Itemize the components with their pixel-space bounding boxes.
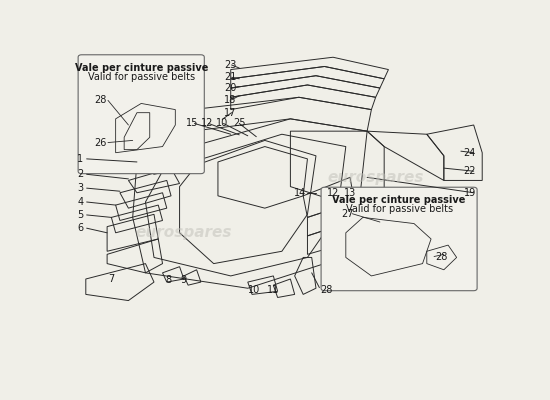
Text: 10: 10 <box>248 285 260 295</box>
Text: 17: 17 <box>224 108 236 118</box>
Text: 23: 23 <box>224 60 236 70</box>
Text: 26: 26 <box>95 138 107 148</box>
Text: 20: 20 <box>224 83 236 93</box>
Text: 19: 19 <box>464 188 476 198</box>
Text: 27: 27 <box>342 209 354 219</box>
Text: 6: 6 <box>77 223 84 233</box>
Text: Valid for passive belts: Valid for passive belts <box>87 72 195 82</box>
FancyBboxPatch shape <box>78 55 204 174</box>
Text: 7: 7 <box>108 274 114 284</box>
Text: Vale per cinture passive: Vale per cinture passive <box>332 195 466 205</box>
Text: 28: 28 <box>320 285 333 295</box>
Text: 3: 3 <box>77 183 84 193</box>
Text: 2: 2 <box>77 169 84 179</box>
Text: 12: 12 <box>201 118 213 128</box>
Text: eurospares: eurospares <box>327 170 424 185</box>
Text: 13: 13 <box>344 188 356 198</box>
Text: 8: 8 <box>166 275 172 285</box>
Text: eurospares: eurospares <box>136 225 232 240</box>
Text: 25: 25 <box>233 118 245 128</box>
Text: 1: 1 <box>77 154 84 164</box>
Text: 28: 28 <box>95 95 107 105</box>
Text: 22: 22 <box>463 166 476 176</box>
Text: 14: 14 <box>294 188 306 198</box>
Text: 9: 9 <box>181 275 187 285</box>
Text: Valid for passive belts: Valid for passive belts <box>345 204 453 214</box>
Text: 15: 15 <box>186 118 199 128</box>
Text: 5: 5 <box>77 210 84 220</box>
FancyBboxPatch shape <box>321 187 477 291</box>
Text: Vale per cinture passive: Vale per cinture passive <box>75 63 208 73</box>
Text: 10: 10 <box>216 118 228 128</box>
Text: 4: 4 <box>77 197 84 207</box>
Text: 11: 11 <box>267 285 279 295</box>
Text: 28: 28 <box>436 252 448 262</box>
Text: 21: 21 <box>224 72 236 82</box>
Text: 18: 18 <box>224 95 236 105</box>
Text: 24: 24 <box>464 148 476 158</box>
Text: 12: 12 <box>327 188 339 198</box>
